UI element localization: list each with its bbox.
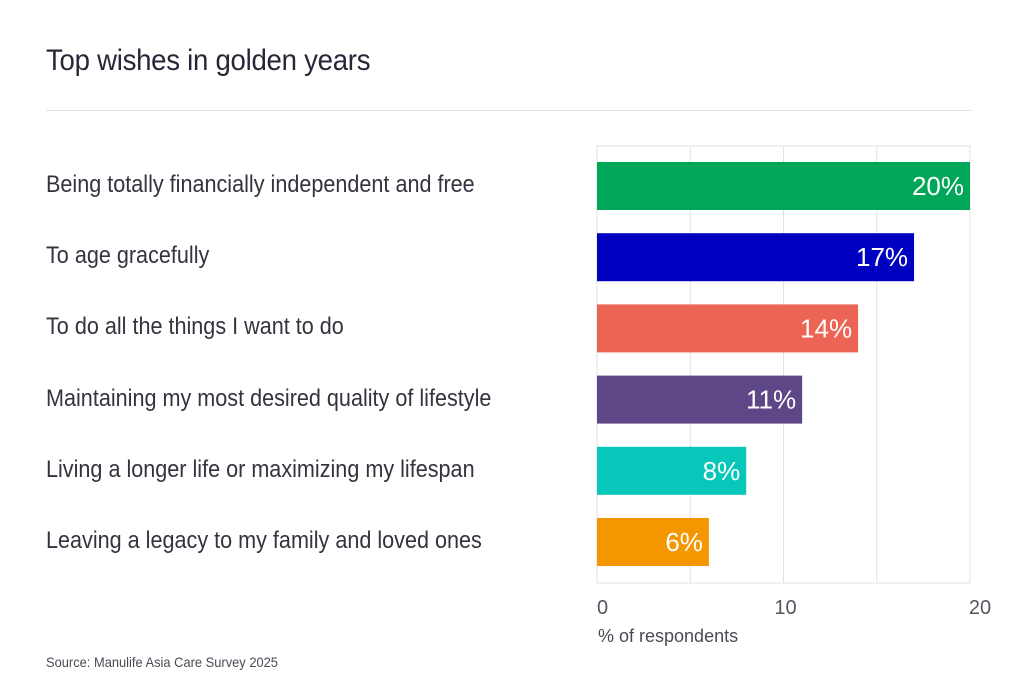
category-label: To age gracefully <box>46 242 210 270</box>
category-label: Maintaining my most desired quality of l… <box>46 384 492 412</box>
bar <box>597 446 747 495</box>
title-divider <box>46 110 972 111</box>
data-label: 8% <box>703 456 741 486</box>
category-label: Being totally financially independent an… <box>46 171 475 198</box>
bar <box>597 233 915 282</box>
grid <box>596 145 971 584</box>
data-label: 14% <box>800 313 852 343</box>
data-label: 11% <box>746 385 796 415</box>
chart-title: Top wishes in golden years <box>46 44 371 77</box>
bar <box>597 518 709 566</box>
data-label: 20% <box>912 171 964 201</box>
x-tick-label: 10 <box>774 597 796 619</box>
category-label: Living a longer life or maximizing my li… <box>46 455 475 483</box>
data-labels: 20% 17% 14% 11% 8% 6% <box>665 171 964 557</box>
bar <box>597 304 859 353</box>
data-label: 6% <box>665 527 703 557</box>
bar <box>597 375 803 424</box>
category-label: Leaving a legacy to my family and loved … <box>46 527 482 554</box>
bar <box>597 162 970 210</box>
x-axis-label: % of respondents <box>598 626 738 646</box>
x-tick-label: 0 <box>597 597 608 619</box>
data-label: 17% <box>856 242 908 272</box>
category-label: To do all the things I want to do <box>46 313 344 341</box>
source-note: Source: Manulife Asia Care Survey 2025 <box>46 654 278 670</box>
x-ticks: 0 10 20 <box>597 597 991 619</box>
bars <box>597 162 970 566</box>
x-tick-label: 20 <box>969 597 991 619</box>
